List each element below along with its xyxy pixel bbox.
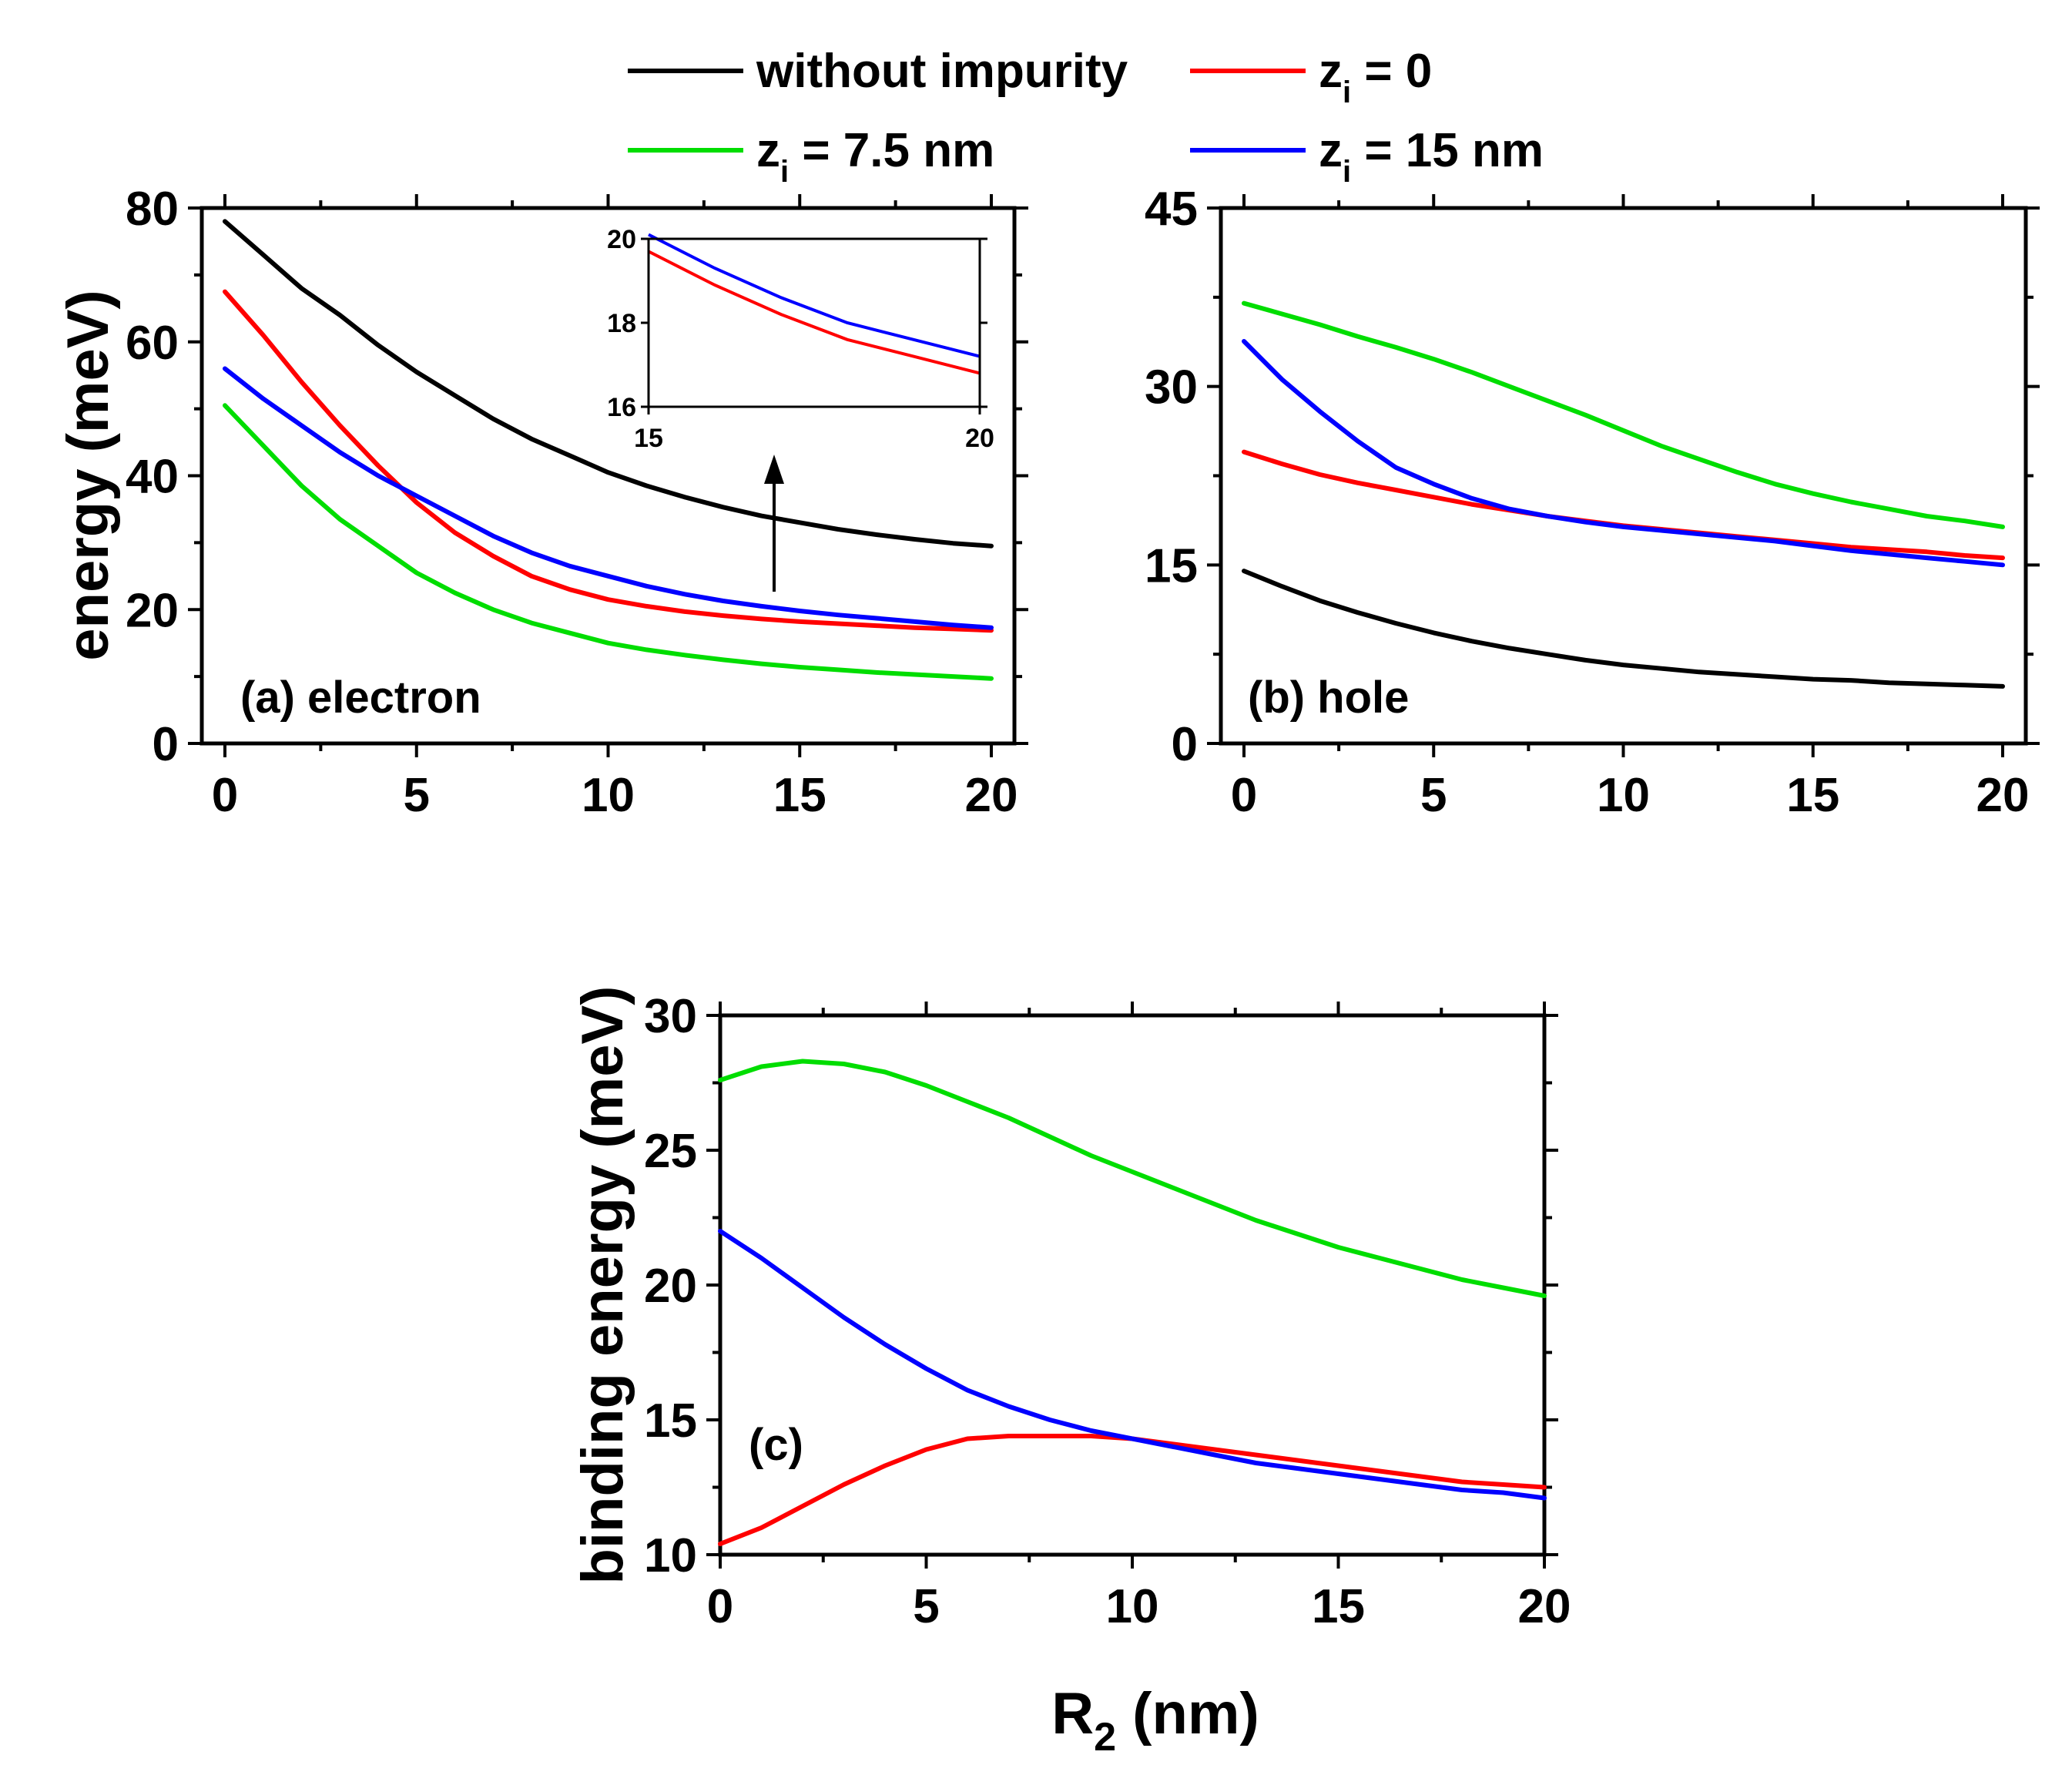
legend-label-zi-7-5-sub: i: [780, 155, 789, 189]
legend-label-zi-15-main: z: [1319, 124, 1343, 177]
inset-ticks: 16 18 20 15 20: [607, 225, 994, 453]
legend-item-zi-7-5: zi = 7.5 nm: [628, 124, 994, 189]
legend: without impurity zi = 0 zi = 7.5 nm zi =…: [628, 45, 1544, 189]
panel-b-series-without-impurity: [1242, 569, 2005, 689]
panel-a-xtick-label: 5: [404, 769, 430, 822]
panel-b-xtick-label: 0: [1231, 769, 1257, 822]
panel-c-xtick-label: 10: [1106, 1580, 1159, 1633]
legend-item-without-impurity: without impurity: [628, 45, 1128, 98]
panel-c-xtick-label: 20: [1518, 1580, 1571, 1633]
panel-b-series: [1242, 300, 2005, 689]
panel-a-ytick-label: 40: [126, 451, 179, 504]
legend-item-zi-0: zi = 0: [1190, 45, 1432, 109]
panel-a-label: (a) electron: [240, 673, 481, 723]
panel-c-ytick-label: 25: [644, 1125, 697, 1178]
panel-b-series-zi-15: [1242, 339, 2005, 568]
panel-c-xtick-label: 0: [707, 1580, 733, 1633]
panel-b-xtick-label: 20: [1976, 769, 2030, 822]
panel-b-xtick-label: 5: [1420, 769, 1447, 822]
inset-ytick-label: 20: [607, 225, 636, 254]
panel-a-ytick-label: 0: [153, 718, 179, 771]
svg-text:without impurity: without impurity: [756, 45, 1128, 98]
panel-b-label: (b) hole: [1248, 673, 1409, 723]
panel-c-series-zi-7-5: [718, 1059, 1547, 1298]
panel-a-series-without-impurity: [223, 219, 994, 549]
panel-c-label: (c): [749, 1420, 803, 1470]
svg-text:zi = 0: zi = 0: [1319, 45, 1432, 109]
svg-text:zi = 7.5 nm: zi = 7.5 nm: [756, 124, 994, 189]
panel-c-ytick-label: 15: [644, 1394, 697, 1448]
panel-a-inset: 16 18 20 15 20: [607, 225, 994, 453]
x-axis-title-sub: 2: [1094, 1715, 1116, 1760]
panel-c-ytick-label: 30: [644, 990, 697, 1043]
panel-a-ylabel: energy (meV): [55, 290, 121, 661]
panel-a-xtick-label: 0: [212, 769, 238, 822]
inset-arrow-head: [764, 455, 784, 484]
panel-b: 0 5 10 15 20 0 15 30 45 (b) hole: [1145, 183, 2040, 822]
legend-label-zi-0-sub: i: [1343, 75, 1351, 109]
panel-a-xtick-label: 20: [965, 769, 1018, 822]
panel-a-ytick-label: 80: [126, 183, 179, 236]
panel-a-xtick-label: 15: [773, 769, 826, 822]
panel-b-xtick-label: 10: [1597, 769, 1650, 822]
svg-text:zi = 15 nm: zi = 15 nm: [1319, 124, 1544, 189]
panel-b-xtick-label: 15: [1786, 769, 1839, 822]
x-axis-title-main: R: [1051, 1681, 1094, 1747]
legend-label-zi-0-rest: = 0: [1351, 45, 1432, 98]
panel-b-ytick-label: 45: [1145, 183, 1198, 236]
legend-label-zi-15-rest: = 15 nm: [1351, 124, 1544, 177]
inset-xtick-label: 20: [965, 424, 994, 453]
panel-b-ytick-label: 15: [1145, 539, 1198, 592]
panel-a: 0 5 10 15 20 0 20 40 60 80 energy (meV) (a) elect…: [55, 183, 1028, 822]
x-axis-title-rest: (nm): [1116, 1681, 1259, 1747]
panel-a-ytick-label: 20: [126, 584, 179, 637]
panel-c-ytick-label: 20: [644, 1260, 697, 1313]
inset-ytick-label: 18: [607, 309, 636, 338]
legend-item-zi-15: zi = 15 nm: [1190, 124, 1544, 189]
legend-label-zi-15-sub: i: [1343, 155, 1351, 189]
panel-b-series-zi-7-5: [1242, 300, 2005, 529]
inset-series-zi-0: [648, 250, 981, 375]
x-axis-title: R2 (nm): [1051, 1681, 1259, 1760]
legend-label-zi-7-5-main: z: [756, 124, 780, 177]
panel-a-ticks: 0 5 10 15 20 0 20 40 60 80: [126, 183, 1028, 822]
panel-c-ticks: 0 5 10 15 20 10 15 20 25 30: [644, 990, 1571, 1633]
panel-c-series-zi-15: [718, 1229, 1547, 1501]
inset-series: [648, 233, 981, 375]
panel-b-ytick-label: 0: [1172, 718, 1198, 771]
panel-a-series-zi-0: [223, 289, 994, 633]
panel-a-xtick-label: 10: [582, 769, 635, 822]
panel-b-ytick-label: 30: [1145, 361, 1198, 414]
legend-label-without-impurity: without impurity: [756, 45, 1128, 98]
panel-c-xtick-label: 5: [913, 1580, 939, 1633]
legend-label-zi-0-main: z: [1319, 45, 1343, 98]
panel-a-series-zi-7-5: [223, 403, 994, 681]
inset-xtick-label: 15: [634, 424, 663, 453]
inset-series-zi-15: [648, 233, 981, 358]
panel-a-series-zi-15: [223, 366, 994, 630]
panel-c-xtick-label: 15: [1312, 1580, 1365, 1633]
legend-label-zi-7-5-rest: = 7.5 nm: [789, 124, 994, 177]
panel-b-ticks: 0 5 10 15 20 0 15 30 45: [1145, 183, 2040, 822]
panel-c-ylabel: binding energy (meV): [570, 986, 635, 1585]
panel-c-ytick-label: 10: [644, 1529, 697, 1582]
panel-a-series: [223, 219, 994, 681]
inset-ytick-label: 16: [607, 393, 636, 422]
panel-a-ytick-label: 60: [126, 317, 179, 370]
panel-c-series: [718, 1059, 1547, 1546]
